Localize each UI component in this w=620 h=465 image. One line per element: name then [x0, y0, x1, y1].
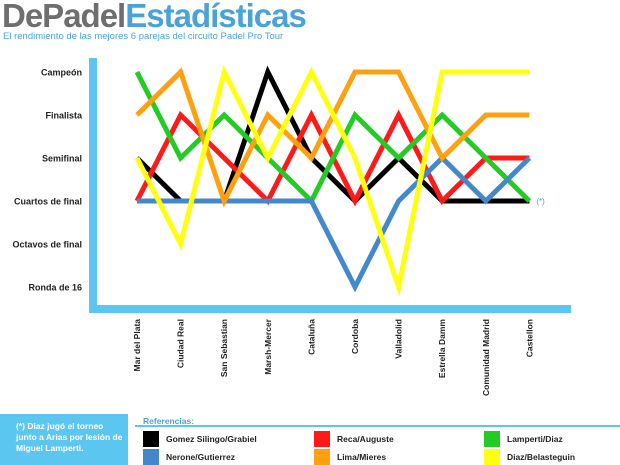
y-tick-cuartos-de-final: Cuartos de final: [14, 197, 82, 207]
x-tick-valladolid: Valladolid: [394, 319, 404, 359]
legend-item-gomez-silingo-grabiel: Gomez Silingo/Grabiel: [143, 431, 257, 447]
x-tick-mar-del-plata: Mar del Plata: [132, 319, 142, 372]
legend-swatch: [484, 449, 500, 465]
legend-item-reca-auguste: Reca/Auguste: [314, 431, 394, 447]
legend-item-nerone-gutierrez: Nerone/Gutierrez: [143, 449, 235, 465]
x-tick-marsh-mercer: Marsh-Mercer: [263, 318, 273, 374]
brand-title-part1: DePadel: [2, 0, 126, 34]
x-axis-labels: Mar del Plata Ciudad Real San Sebastian Mar…: [132, 318, 534, 396]
legend-item-lima-mieres: Lima/Mieres: [314, 449, 386, 465]
legend-label: Gomez Silingo/Grabiel: [166, 434, 257, 444]
legend-item-diaz-belasteguin: Diaz/Belasteguin: [484, 449, 575, 465]
legend-label: Reca/Auguste: [337, 434, 394, 444]
legend-swatch: [314, 431, 330, 447]
x-tick-comunidad-madrid: Comunidad Madrid: [481, 319, 491, 396]
legend-swatch: [484, 431, 500, 447]
annotation-castellon: (*): [536, 197, 545, 206]
y-tick-octavos-de-final: Octavos de final: [12, 240, 82, 250]
x-tick-ciudad-real: Ciudad Real: [176, 319, 186, 368]
legend-divider: [135, 425, 620, 427]
x-tick-estrella-damm: Estrella Damm: [437, 319, 447, 378]
x-tick-cataluna: Cataluña: [306, 319, 316, 355]
y-tick-campeon: Campeón: [41, 68, 82, 78]
footnote: (*) Diaz jugó el torneo junto a Arias po…: [0, 414, 128, 465]
legend-title: Referencias:: [143, 416, 195, 426]
x-tick-castellon: Castellon: [524, 319, 534, 357]
brand-title: DePadelEstadísticas: [2, 0, 307, 36]
brand-title-part2: Estadísticas: [125, 0, 307, 34]
y-tick-finalista: Finalista: [45, 111, 83, 121]
series-line-nerone-gutierrez: [137, 154, 532, 293]
chart-series: [134, 64, 532, 297]
legend-swatch: [143, 449, 159, 465]
legend-swatch: [143, 431, 159, 447]
y-axis-bar: [89, 58, 97, 308]
line-chart: Ronda de 16 Octavos de final Cuartos de fi…: [12, 58, 571, 396]
y-tick-ronda-de-16: Ronda de 16: [28, 283, 82, 293]
subtitle: El rendimiento de las mejores 6 parejas …: [3, 31, 284, 42]
chart-annotations: (*): [536, 197, 545, 206]
legend-label: Lamperti/Diaz: [507, 434, 563, 444]
y-axis-labels: Ronda de 16 Octavos de final Cuartos de fi…: [12, 68, 83, 293]
legend-label: Nerone/Gutierrez: [166, 452, 235, 462]
y-tick-semifinal: Semifinal: [42, 154, 82, 164]
legend-label: Diaz/Belasteguin: [507, 452, 576, 462]
legend-label: Lima/Mieres: [337, 452, 387, 462]
legend-swatch: [314, 449, 330, 465]
x-tick-san-sebastian: San Sebastian: [219, 319, 229, 377]
x-axis-bar: [89, 305, 571, 313]
chart-axes: [89, 58, 571, 313]
series-line-diaz-belasteguin: [134, 64, 530, 297]
legend-item-lamperti-diaz: Lamperti/Diaz: [484, 431, 563, 447]
x-tick-cordoba: Cordoba: [350, 319, 360, 354]
